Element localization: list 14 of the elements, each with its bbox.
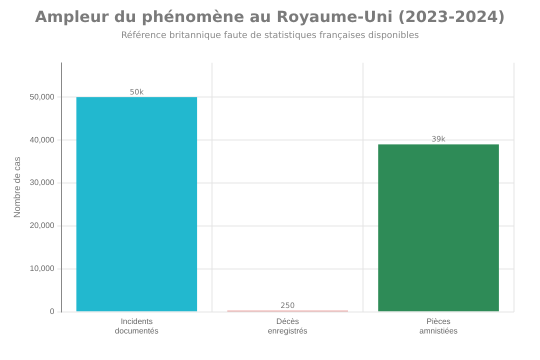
y-tick-label: 30,000 xyxy=(30,178,55,188)
y-tick-label: 10,000 xyxy=(30,264,55,274)
y-tick-label: 20,000 xyxy=(30,221,55,230)
x-tick-label: Pièces amnistiées xyxy=(419,316,458,336)
chart-subtitle: Référence britannique faute de statistiques françaises disponibles xyxy=(120,31,420,41)
y-tick-label: 0 xyxy=(50,307,55,316)
chart-title: Ampleur du phénomène au Royaume-Uni (2023-2024) xyxy=(34,8,506,26)
bar xyxy=(76,97,198,312)
x-tick-label: Incidents documentés xyxy=(114,316,159,336)
x-tick-label: Décès enregistrés xyxy=(268,316,308,336)
y-axis-title: Nombre de cas xyxy=(12,156,22,218)
bar xyxy=(378,144,499,312)
y-tick-label: 40,000 xyxy=(30,135,55,144)
y-tick-label: 50,000 xyxy=(30,92,55,102)
